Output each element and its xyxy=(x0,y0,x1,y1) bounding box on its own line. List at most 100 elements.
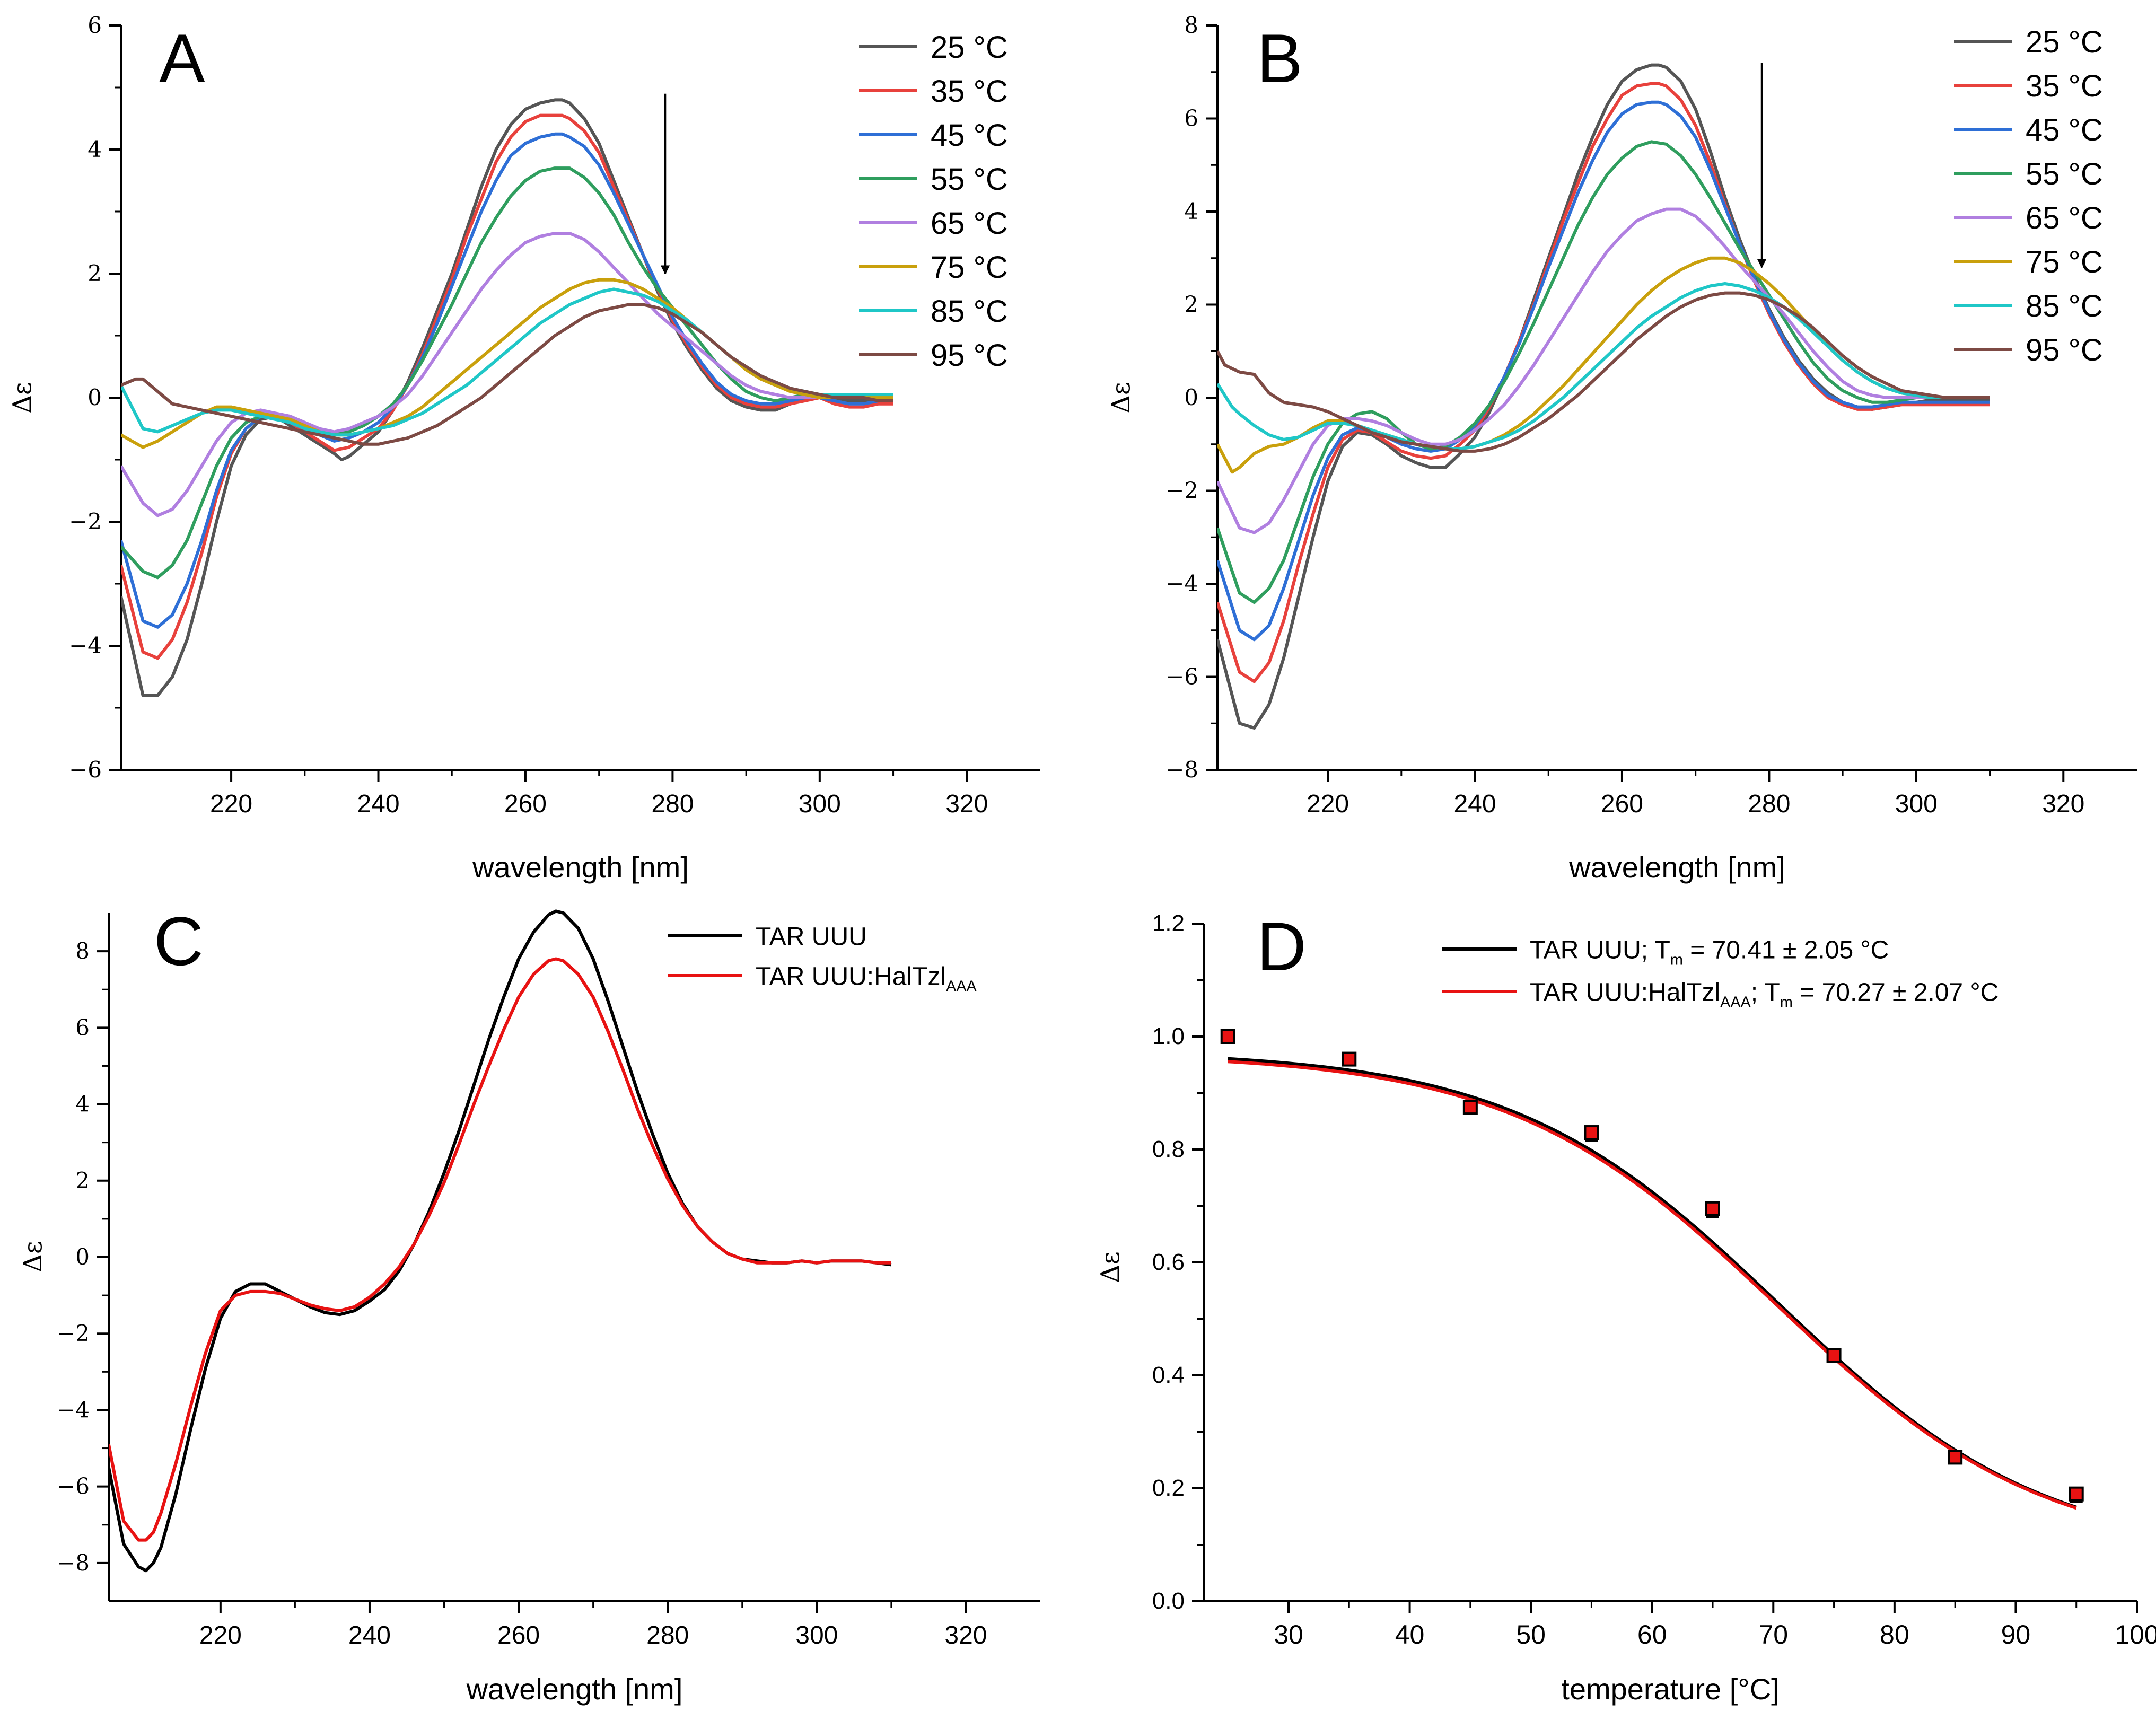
legend-entry: TAR UUU:HalTzlAAA xyxy=(756,962,977,995)
fit-line-2 xyxy=(1228,1060,2077,1510)
y-tick-label: −4 xyxy=(1165,571,1198,596)
series-line-3 xyxy=(1217,100,1990,642)
panel-label: B xyxy=(1257,20,1303,97)
x-axis-label: wavelength [nm] xyxy=(466,1672,683,1706)
series-line-2 xyxy=(1217,82,1990,683)
y-tick-label: 0 xyxy=(75,1244,90,1270)
y-tick-label: 0 xyxy=(87,384,102,410)
series-line-6 xyxy=(1217,256,1990,474)
plot-area xyxy=(1217,63,1990,730)
panel-label: D xyxy=(1257,908,1307,985)
legend-entry: 35 °C xyxy=(931,74,1008,109)
y-tick-label: 2 xyxy=(87,260,102,286)
x-tick-label: 30 xyxy=(1274,1620,1303,1649)
series-line-6 xyxy=(121,278,893,449)
plot-area xyxy=(1220,1029,2084,1510)
x-tick-label: 220 xyxy=(1307,790,1349,818)
legend-text: TAR UUU:HalTzl xyxy=(1530,978,1720,1006)
x-tick-label: 240 xyxy=(357,790,399,818)
y-tick-label: 6 xyxy=(75,1014,90,1040)
series-line-4 xyxy=(121,166,893,580)
legend-entry: 85 °C xyxy=(931,294,1008,329)
x-tick-label: 100 xyxy=(2115,1620,2156,1649)
y-axis-label: Δε xyxy=(18,1241,48,1273)
x-tick-label: 260 xyxy=(1601,790,1643,818)
legend: 25 °C 35 °C 45 °C 55 °C 65 °C 75 °C 85 °C 95 °C xyxy=(1954,25,2103,367)
legend-entry: 85 °C xyxy=(2026,289,2103,323)
y-tick-label: 8 xyxy=(1184,12,1198,38)
y-tick-label: 0.8 xyxy=(1152,1136,1185,1162)
x-tick-label: 260 xyxy=(504,790,547,818)
panel-label: C xyxy=(154,902,204,980)
data-point-2 xyxy=(1948,1450,1963,1465)
x-tick-label: 300 xyxy=(799,790,841,818)
x-axis-label: temperature [°C] xyxy=(1561,1672,1779,1706)
x-tick-label: 280 xyxy=(1748,790,1790,818)
y-tick-label: 0.0 xyxy=(1152,1588,1185,1614)
data-point-2 xyxy=(1220,1029,1235,1044)
panel-d: 30 40 50 60 70 80 90 100 0.0 0.2 0.4 0.6 0.8 1.0 1.2 te… xyxy=(1095,908,2156,1706)
legend-text: TAR UUU:HalTzl xyxy=(756,962,946,990)
data-point-2 xyxy=(1705,1201,1720,1216)
series-line-1 xyxy=(121,98,894,697)
plot-area xyxy=(121,98,894,697)
legend-text: = 70.41 ± 2.05 °C xyxy=(1683,936,1889,964)
x-tick-label: 60 xyxy=(1637,1620,1667,1649)
series-line-7 xyxy=(1217,282,1990,451)
legend-entry: TAR UUU:HalTzlAAA; Tm = 70.27 ± 2.07 °C xyxy=(1530,978,1999,1011)
y-tick-label: −6 xyxy=(69,757,102,783)
x-tick-label: 320 xyxy=(944,1621,987,1649)
legend-text: TAR UUU xyxy=(756,923,867,951)
legend-subscript: AAA xyxy=(1720,994,1751,1011)
y-axis-label: Δε xyxy=(1106,382,1136,414)
y-axis-label: Δε xyxy=(7,382,37,414)
x-tick-label: 300 xyxy=(1895,790,1938,818)
x-tick-label: 240 xyxy=(348,1621,391,1649)
x-tick-label: 90 xyxy=(2001,1620,2031,1649)
legend-entry: 75 °C xyxy=(2026,245,2103,279)
plot-area xyxy=(109,909,892,1573)
x-axis-label: wavelength [nm] xyxy=(1568,850,1785,884)
legend-text: = 70.27 ± 2.07 °C xyxy=(1793,978,1999,1006)
y-tick-label: 0.6 xyxy=(1152,1249,1185,1275)
x-tick-label: 240 xyxy=(1453,790,1496,818)
y-tick-label: −2 xyxy=(57,1320,90,1346)
data-point-2 xyxy=(2069,1486,2084,1502)
panel-label: A xyxy=(159,20,205,97)
data-point-2 xyxy=(1342,1051,1357,1067)
series-line-2 xyxy=(109,957,891,1542)
y-tick-label: −6 xyxy=(57,1473,90,1499)
x-tick-label: 320 xyxy=(2042,790,2084,818)
legend-entry: 95 °C xyxy=(931,338,1008,373)
y-tick-label: −8 xyxy=(57,1550,90,1576)
x-tick-label: 320 xyxy=(945,790,988,818)
y-tick-label: 1.2 xyxy=(1152,910,1185,936)
y-tick-label: 0.2 xyxy=(1152,1475,1185,1501)
legend-entry: 65 °C xyxy=(2026,201,2103,235)
y-axis-label: Δε xyxy=(1095,1251,1125,1283)
series-line-3 xyxy=(121,132,893,629)
y-tick-label: −8 xyxy=(1165,757,1198,783)
legend-subscript: m xyxy=(1670,951,1683,968)
x-tick-label: 50 xyxy=(1516,1620,1546,1649)
legend-entry: 35 °C xyxy=(2026,69,2103,103)
y-tick-label: 4 xyxy=(87,136,102,162)
y-tick-label: 1.0 xyxy=(1152,1023,1185,1049)
legend-entry: 55 °C xyxy=(2026,157,2103,191)
x-tick-label: 80 xyxy=(1880,1620,1909,1649)
series-line-8 xyxy=(121,303,893,446)
y-tick-label: 8 xyxy=(75,938,90,964)
x-tick-label: 280 xyxy=(651,790,694,818)
y-tick-label: 2 xyxy=(75,1168,90,1194)
y-tick-label: −4 xyxy=(69,633,102,659)
data-point-2 xyxy=(1462,1100,1478,1115)
x-tick-label: 40 xyxy=(1395,1620,1425,1649)
x-tick-label: 220 xyxy=(199,1621,242,1649)
legend-entry: 45 °C xyxy=(2026,113,2103,147)
y-tick-label: 0.4 xyxy=(1152,1362,1185,1388)
series-line-1 xyxy=(109,909,892,1573)
x-tick-label: 70 xyxy=(1758,1620,1788,1649)
legend-entry: TAR UUU xyxy=(756,923,867,951)
